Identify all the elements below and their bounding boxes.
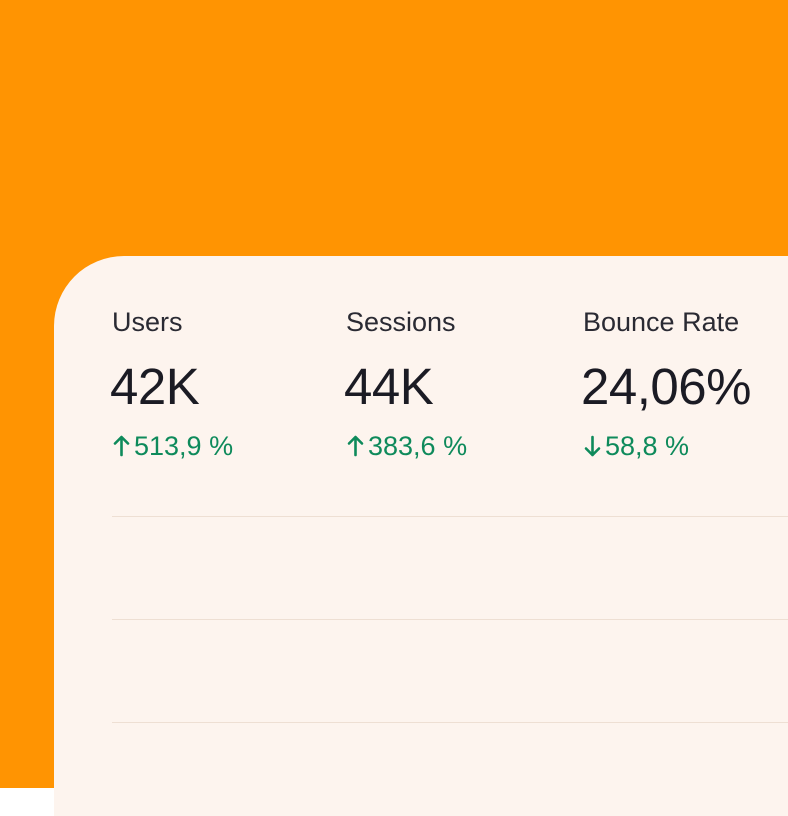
metric-change-value: 383,6 %	[368, 431, 468, 461]
arrow-up-icon	[113, 435, 130, 457]
metric-label: Bounce Rate	[583, 307, 740, 337]
metric-label: Sessions	[346, 307, 456, 337]
metric-change: 383,6 %	[346, 430, 467, 462]
metric-change: 513,9 %	[112, 430, 233, 462]
divider	[112, 722, 788, 723]
metric-change: 58,8 %	[583, 430, 689, 462]
metric-value: 42K	[110, 358, 200, 415]
arrow-up-icon	[347, 435, 364, 457]
metric-change-value: 58,8 %	[605, 431, 690, 461]
metric-value: 24,06%	[581, 358, 751, 415]
stats-card: Users 42K 513,9 % Sessions 44K 383,6 % B…	[54, 256, 788, 816]
divider	[112, 516, 788, 517]
arrow-down-icon	[584, 435, 601, 457]
metric-change-value: 513,9 %	[134, 431, 234, 461]
metric-label: Users	[112, 307, 183, 337]
metric-value: 44K	[344, 358, 434, 415]
divider	[112, 619, 788, 620]
